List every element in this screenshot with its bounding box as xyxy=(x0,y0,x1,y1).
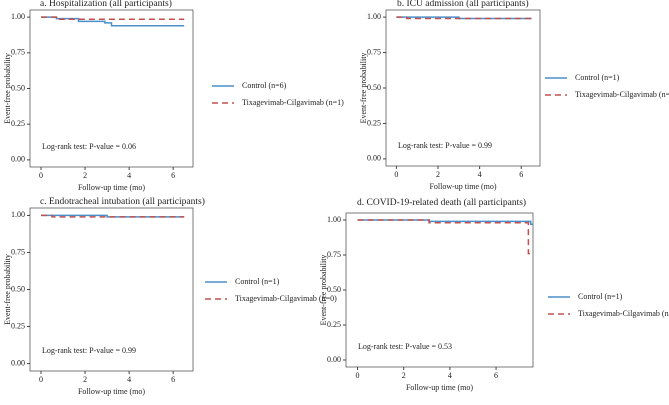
annotation: Log-rank test: P-value = 0.99 xyxy=(42,346,136,355)
legend-label: Control (n=1) xyxy=(578,292,623,301)
panel-title: c. Endotracheal intubation (all particip… xyxy=(40,196,205,207)
x-tick-label: 4 xyxy=(478,170,482,179)
annotation: Log-rank test: P-value = 0.53 xyxy=(358,342,452,351)
x-tick-label: 4 xyxy=(127,171,131,180)
y-tick-label: 1.00 xyxy=(11,12,25,21)
km-curve xyxy=(357,219,533,225)
x-tick-label: 2 xyxy=(83,375,87,384)
y-tick-label: 0.25 xyxy=(367,118,381,127)
x-tick-label: 6 xyxy=(519,170,523,179)
legend-label: Tixagevimab-Cilgavimab (n=0) xyxy=(235,294,337,303)
y-tick-label: 0.50 xyxy=(367,83,381,92)
x-tick-label: 6 xyxy=(171,171,175,180)
annotation: Log-rank test: P-value = 0.06 xyxy=(42,142,136,151)
x-axis-label: Follow-up time (mo) xyxy=(78,183,145,192)
y-axis-label: Event-free probability xyxy=(3,254,12,325)
x-tick-label: 0 xyxy=(394,170,398,179)
x-tick-label: 6 xyxy=(494,371,498,380)
panel-title: b. ICU admission (all participants) xyxy=(397,0,529,9)
legend-label: Tixagevimab-Cilgavimab (n=0) xyxy=(578,309,669,318)
y-tick-label: 0.50 xyxy=(327,285,341,294)
x-axis-label: Follow-up time (mo) xyxy=(78,387,145,396)
x-tick-label: 2 xyxy=(402,371,406,380)
y-tick-label: 0.00 xyxy=(11,358,25,367)
km-curve xyxy=(41,16,185,27)
y-tick-label: 0.25 xyxy=(11,321,25,330)
legend-label: Control (n=1) xyxy=(235,277,280,286)
km-curve xyxy=(357,219,533,255)
km-curve xyxy=(41,214,185,218)
y-axis-label: Event-free probability xyxy=(3,53,12,124)
y-tick-label: 0.75 xyxy=(11,247,25,256)
legend-label: Tixagevimab-Cilgavimab (n=1) xyxy=(575,90,669,99)
y-tick-label: 0.75 xyxy=(327,250,341,259)
y-tick-label: 1.00 xyxy=(327,215,341,224)
panel-title: a. Hospitalization (all participants) xyxy=(40,0,172,9)
y-tick-label: 1.00 xyxy=(367,12,381,21)
legend-label: Tixagevimab-Cilgavimab (n=1) xyxy=(242,98,344,107)
x-tick-label: 0 xyxy=(356,371,360,380)
x-tick-label: 4 xyxy=(127,375,131,384)
y-axis-label: Event-free probability xyxy=(359,53,368,124)
y-tick-label: 0.50 xyxy=(11,284,25,293)
x-axis-label: Follow-up time (mo) xyxy=(429,182,496,191)
y-tick-label: 1.00 xyxy=(11,210,25,219)
x-axis-label: Follow-up time (mo) xyxy=(406,383,473,392)
annotation: Log-rank test: P-value = 0.99 xyxy=(398,141,492,150)
panel-title: d. COVID-19-related death (all participa… xyxy=(357,197,526,208)
x-tick-label: 2 xyxy=(436,170,440,179)
km-curve xyxy=(396,16,532,20)
x-tick-label: 6 xyxy=(171,375,175,384)
y-tick-label: 0.00 xyxy=(367,154,381,163)
y-tick-label: 0.00 xyxy=(11,155,25,164)
y-tick-label: 0.75 xyxy=(367,47,381,56)
y-tick-label: 0.75 xyxy=(11,48,25,57)
legend-label: Control (n=6) xyxy=(242,81,287,90)
x-tick-label: 4 xyxy=(448,371,452,380)
y-tick-label: 0.25 xyxy=(11,119,25,128)
x-tick-label: 2 xyxy=(83,171,87,180)
legend-label: Control (n=1) xyxy=(575,73,620,82)
x-tick-label: 0 xyxy=(39,375,43,384)
y-tick-label: 0.00 xyxy=(327,355,341,364)
x-tick-label: 0 xyxy=(39,171,43,180)
y-axis-label: Event-free probability xyxy=(319,255,328,326)
km-curve xyxy=(41,214,185,218)
km-curve xyxy=(41,16,185,21)
y-tick-label: 0.50 xyxy=(11,83,25,92)
y-tick-label: 0.25 xyxy=(327,320,341,329)
